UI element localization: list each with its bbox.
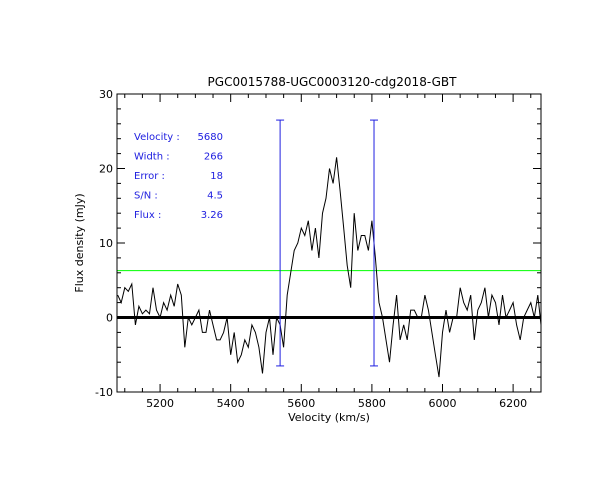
annotation-value: 3.26 <box>201 210 223 221</box>
annotation-label: Flux : <box>134 210 161 221</box>
x-axis-label: Velocity (km/s) <box>288 411 370 424</box>
annotation-label: Width : <box>134 152 170 163</box>
x-tick-label: 6000 <box>429 397 457 410</box>
x-tick-label: 5800 <box>358 397 386 410</box>
y-tick-label: 20 <box>99 163 113 176</box>
chart-title: PGC0015788-UGC0003120-cdg2018-GBT <box>208 75 458 89</box>
annotation-label: S/N : <box>134 191 158 202</box>
annotation-label: Error : <box>134 171 165 182</box>
spectrum-line <box>117 157 542 378</box>
y-axis-label: Flux density (mJy) <box>73 193 86 292</box>
x-tick-label: 5400 <box>217 397 245 410</box>
annotation-value: 266 <box>204 152 223 163</box>
y-tick-label: 10 <box>99 237 113 250</box>
annotation-value: 5680 <box>198 132 223 143</box>
y-tick-label: 0 <box>106 312 113 325</box>
x-tick-label: 6200 <box>499 397 527 410</box>
plot-frame <box>116 93 542 393</box>
annotation-value: 4.5 <box>207 191 223 202</box>
annotation-value: 18 <box>210 171 223 182</box>
y-tick-label: -10 <box>95 386 113 399</box>
x-tick-label: 5200 <box>146 397 174 410</box>
x-tick-label: 5600 <box>287 397 315 410</box>
annotation-label: Velocity : <box>134 132 180 143</box>
y-tick-label: 30 <box>99 88 113 101</box>
